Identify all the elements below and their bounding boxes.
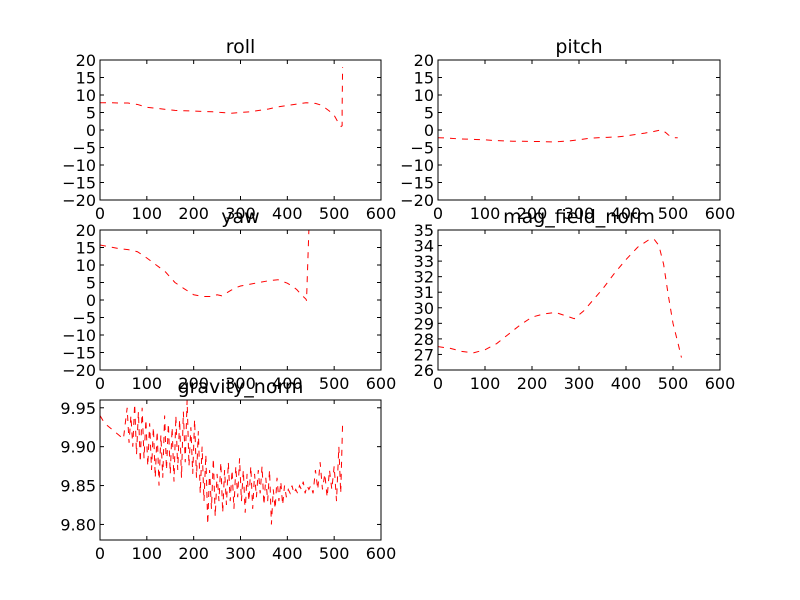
panel-pitch: 0 100 200 300 400 500 600−20−15−10−505101520pi…	[400, 36, 735, 223]
x-tick-label: 100	[132, 374, 163, 393]
y-tick-label: 20	[414, 51, 434, 70]
x-tick-label: 400	[272, 544, 303, 563]
y-tick-label: −10	[62, 156, 96, 175]
x-tick-label: 300	[225, 204, 256, 223]
y-tick-label: 15	[76, 69, 96, 88]
x-tick-label: 600	[366, 374, 397, 393]
x-tick-label: 500	[319, 544, 350, 563]
x-tick-label: 300	[564, 204, 595, 223]
y-tick-label: 5	[424, 104, 434, 123]
x-tick-label: 600	[705, 204, 736, 223]
y-tick-label: 20	[76, 221, 96, 240]
x-tick-label: 200	[517, 374, 548, 393]
x-tick-label: 0	[433, 204, 443, 223]
x-tick-label: 400	[611, 374, 642, 393]
y-tick-label: 20	[76, 51, 96, 70]
x-tick-label: 100	[132, 544, 163, 563]
y-tick-label: 28	[414, 330, 434, 349]
y-tick-label: 33	[414, 252, 434, 271]
series-line	[100, 230, 310, 301]
y-tick-label: 0	[86, 121, 96, 140]
series-line	[100, 400, 344, 525]
x-tick-label: 300	[564, 374, 595, 393]
y-tick-label: −15	[62, 174, 96, 193]
x-tick-label: 100	[132, 204, 163, 223]
panel-title: yaw	[221, 206, 259, 228]
panel-gravity-norm: 0 100 200 300 400 500 600 9.80 9.85 9.90 9.95 gravi…	[60, 376, 396, 563]
x-tick-label: 500	[658, 204, 689, 223]
y-tick-label: 26	[414, 361, 434, 380]
axes-frame	[437, 59, 721, 201]
y-tick-label: 5	[86, 104, 96, 123]
y-tick-label: 15	[76, 239, 96, 258]
x-tick-label: 400	[272, 374, 303, 393]
axes-frame	[437, 229, 721, 371]
x-tick-label: 0	[95, 544, 105, 563]
x-tick-label: 600	[366, 544, 397, 563]
y-tick-label: 15	[414, 69, 434, 88]
x-tick-label: 500	[658, 374, 689, 393]
y-tick-label: 10	[76, 86, 96, 105]
panel-roll: 0 100 200 300 400 500 600−20−15−10−505101520ro…	[62, 36, 396, 223]
x-tick-label: 100	[470, 374, 501, 393]
y-tick-label: 10	[76, 256, 96, 275]
y-tick-label: −15	[400, 174, 434, 193]
x-tick-label: 500	[319, 374, 350, 393]
x-tick-label: 0	[95, 374, 105, 393]
series-line	[438, 238, 682, 358]
y-tick-label: 32	[414, 268, 434, 287]
y-tick-label: 9.90	[60, 438, 96, 457]
x-tick-label: 600	[705, 374, 736, 393]
y-tick-label: 5	[86, 274, 96, 293]
y-tick-label: 35	[414, 221, 434, 240]
y-tick-label: 31	[414, 283, 434, 302]
axes-frame	[99, 59, 382, 201]
y-tick-label: −15	[62, 344, 96, 363]
y-tick-label: −20	[62, 361, 96, 380]
y-tick-label: −20	[400, 191, 434, 210]
y-tick-label: 27	[414, 345, 434, 364]
x-tick-label: 300	[225, 544, 256, 563]
x-tick-label: 400	[611, 204, 642, 223]
series-line	[100, 66, 344, 128]
y-tick-label: 9.85	[60, 477, 96, 496]
panel-title: pitch	[555, 36, 602, 58]
y-tick-label: −5	[410, 139, 434, 158]
y-tick-label: 9.80	[60, 515, 96, 534]
x-tick-label: 600	[366, 204, 397, 223]
axes-frame	[99, 229, 382, 371]
panel-title: mag_field_norm	[503, 206, 655, 228]
series-line	[438, 129, 678, 143]
x-tick-label: 500	[319, 204, 350, 223]
y-tick-label: 0	[424, 121, 434, 140]
x-tick-label: 400	[272, 204, 303, 223]
x-tick-label: 200	[517, 204, 548, 223]
x-tick-label: 200	[178, 374, 209, 393]
x-tick-label: 0	[95, 204, 105, 223]
y-tick-label: 0	[86, 291, 96, 310]
x-tick-label: 100	[470, 204, 501, 223]
x-tick-label: 0	[433, 374, 443, 393]
y-tick-label: 30	[414, 299, 434, 318]
panel-title: roll	[226, 36, 256, 58]
x-tick-label: 200	[178, 544, 209, 563]
y-tick-label: −5	[72, 139, 96, 158]
y-tick-label: −10	[400, 156, 434, 175]
y-tick-label: 9.95	[60, 399, 96, 418]
y-tick-label: 34	[414, 237, 434, 256]
x-tick-label: 200	[178, 204, 209, 223]
y-tick-label: −20	[62, 191, 96, 210]
y-tick-label: −10	[62, 326, 96, 345]
panel-title: gravity_norm	[178, 376, 304, 398]
x-tick-label: 300	[225, 374, 256, 393]
y-tick-label: 29	[414, 314, 434, 333]
panel-yaw: 0 100 200 300 400 500 600−20−15−10−505101520ya…	[62, 206, 396, 393]
y-tick-label: −5	[72, 309, 96, 328]
y-tick-label: 10	[414, 86, 434, 105]
